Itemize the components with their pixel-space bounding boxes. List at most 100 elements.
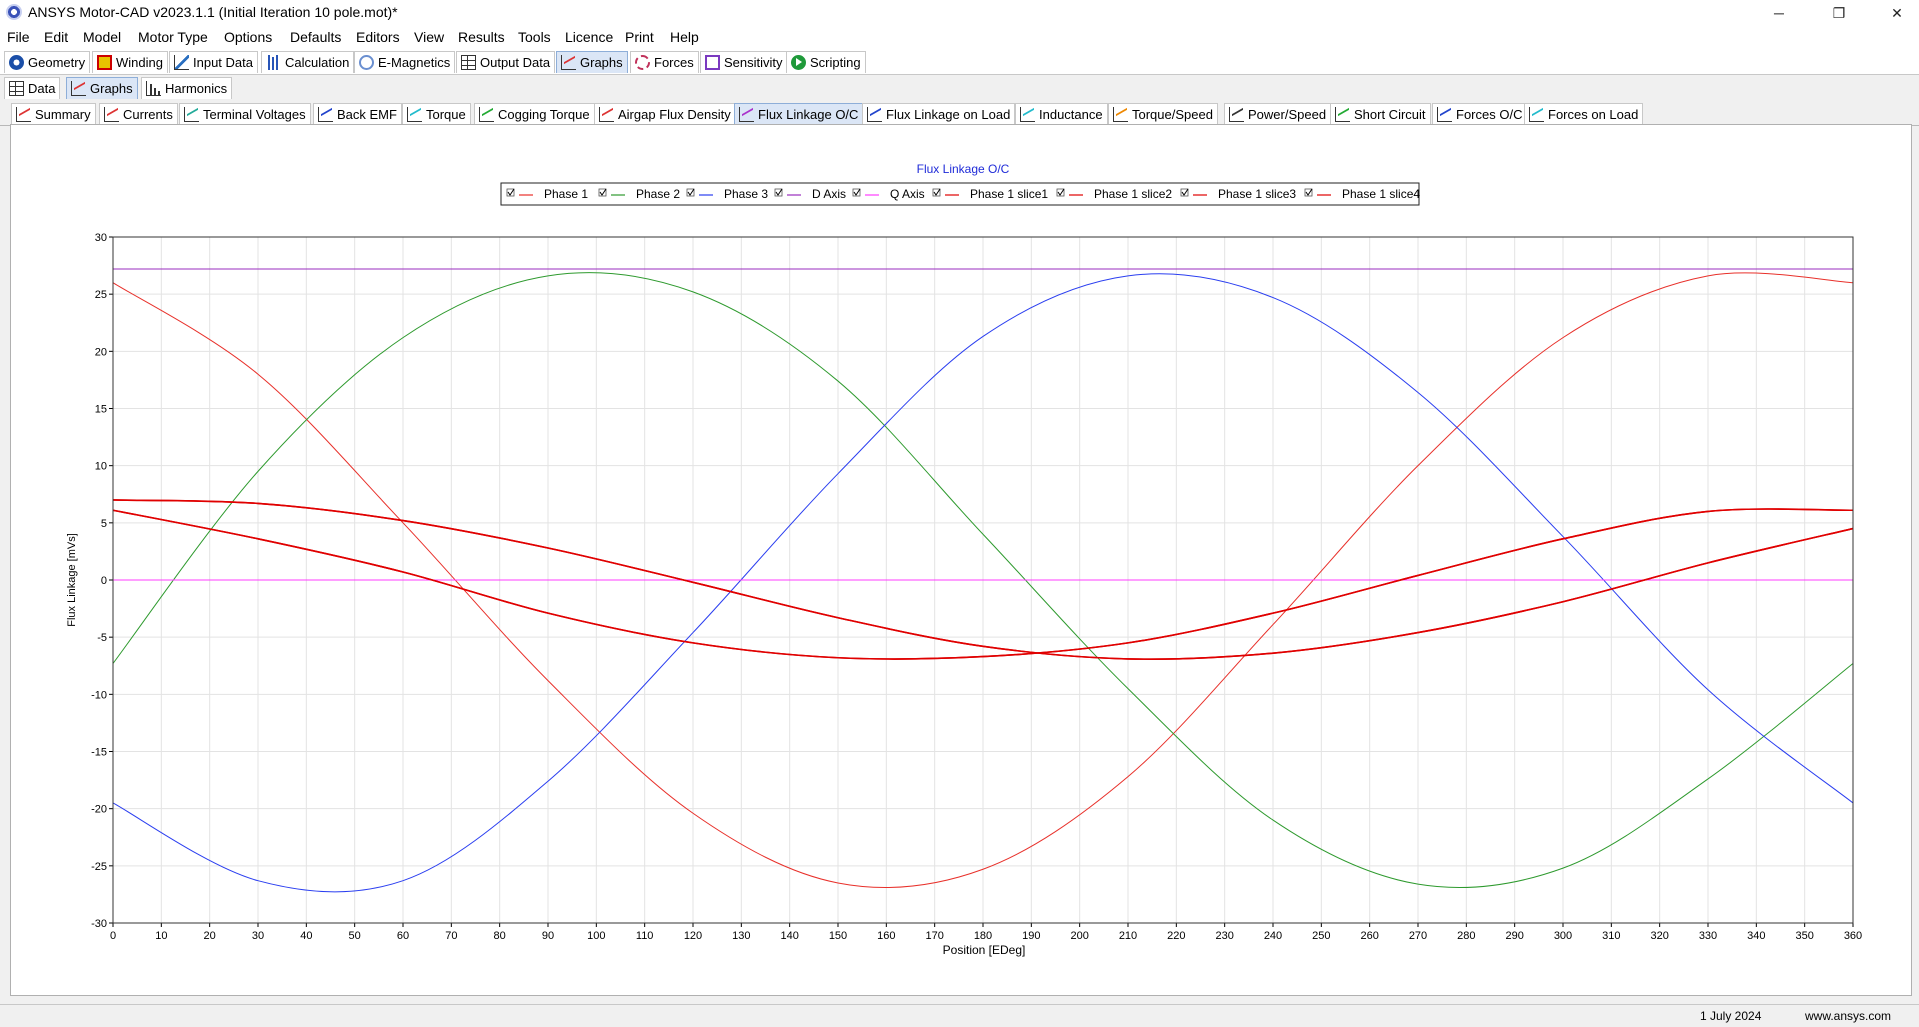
x-tick-label: 200: [1070, 930, 1088, 942]
legend-label: Phase 1 slice1: [970, 187, 1048, 201]
x-tick-label: 20: [204, 930, 216, 942]
x-tick-label: 310: [1602, 930, 1620, 942]
graph-tab-forces-oc[interactable]: Forces O/C: [1432, 103, 1528, 125]
close-button[interactable]: ✕: [1891, 5, 1903, 21]
line-chart-icon: [1335, 107, 1350, 122]
graph-tab-currents[interactable]: Currents: [99, 103, 178, 125]
legend-checkbox: [598, 188, 607, 197]
subtab-data[interactable]: Data: [4, 77, 61, 99]
tab-forces[interactable]: Forces: [630, 51, 699, 73]
x-tick-label: 170: [925, 930, 943, 942]
tab-sensitivity[interactable]: Sensitivity: [700, 51, 788, 73]
menu-motor-type[interactable]: Motor Type: [138, 29, 208, 45]
graphs-icon: [71, 81, 86, 96]
x-tick-label: 110: [636, 930, 654, 942]
legend-check-icon: [1181, 188, 1189, 196]
graph-tab-torque-speed[interactable]: Torque/Speed: [1108, 103, 1218, 125]
graph-tab-inductance[interactable]: Inductance: [1015, 103, 1108, 125]
tab-scripting[interactable]: Scripting: [786, 51, 866, 73]
tab-label: Forces on Load: [1548, 107, 1639, 122]
graphs-icon: [561, 55, 576, 70]
line-chart-icon: [184, 107, 199, 122]
legend-checkbox: [1304, 188, 1313, 197]
x-tick-label: 120: [684, 930, 702, 942]
x-tick-label: 50: [349, 930, 361, 942]
line-chart-icon: [407, 107, 422, 122]
flux-linkage-chart[interactable]: 0 10 20 30 40 50 60 70 80 90 100 110 120 130 140 150 160…: [0, 0, 1919, 1000]
subtab-harmonics[interactable]: Harmonics: [141, 77, 233, 99]
menu-help[interactable]: Help: [670, 29, 699, 45]
legend-checkbox: [686, 188, 695, 197]
tab-label: Forces: [654, 55, 694, 70]
tab-output-data[interactable]: Output Data: [456, 51, 556, 73]
graph-tab-flux-linkage-oc[interactable]: Flux Linkage O/C: [734, 103, 864, 125]
graph-tab-torque[interactable]: Torque: [402, 103, 471, 125]
x-tick-label: 40: [300, 930, 312, 942]
legend-checkbox: [506, 188, 515, 197]
graph-tab-power-speed[interactable]: Power/Speed: [1224, 103, 1332, 125]
legend-checkbox: [932, 188, 941, 197]
tab-label: Summary: [35, 107, 91, 122]
graph-tab-short-circuit[interactable]: Short Circuit: [1330, 103, 1431, 125]
graph-tab-back-emf[interactable]: Back EMF: [313, 103, 402, 125]
x-tick-label: 130: [732, 930, 750, 942]
main-tab-bar: Geometry Winding Input Data Calculation …: [0, 48, 1919, 75]
x-tick-label: 90: [542, 930, 554, 942]
graph-tab-forces-on-load[interactable]: Forces on Load: [1524, 103, 1644, 125]
tab-label: Cogging Torque: [498, 107, 590, 122]
legend-item: Phase 1 slice1: [932, 187, 1048, 201]
menu-view[interactable]: View: [414, 29, 445, 45]
line-chart-icon: [1437, 107, 1452, 122]
menu-tools[interactable]: Tools: [518, 29, 551, 45]
tab-label: Harmonics: [165, 81, 228, 96]
chart-title: Flux Linkage O/C: [917, 162, 1010, 176]
graphs-sub-tab-bar: Data Graphs Harmonics: [0, 74, 1919, 100]
x-tick-label: 180: [974, 930, 992, 942]
legend-check-icon: [1305, 188, 1313, 196]
forces-icon: [635, 55, 650, 70]
menu-print[interactable]: Print: [625, 29, 654, 45]
menu-file[interactable]: File: [7, 29, 30, 45]
graph-tab-summary[interactable]: Summary: [11, 103, 96, 125]
tab-geometry[interactable]: Geometry: [4, 51, 91, 73]
tab-label: Geometry: [28, 55, 86, 70]
legend-checkbox: [1180, 188, 1189, 197]
line-chart-icon: [1529, 107, 1544, 122]
subtab-graphs[interactable]: Graphs: [66, 77, 138, 99]
tab-winding[interactable]: Winding: [92, 51, 168, 73]
menu-options[interactable]: Options: [224, 29, 273, 45]
legend-checkbox: [1056, 188, 1065, 197]
legend-check-icon: [1057, 188, 1065, 196]
graph-tab-terminal-voltages[interactable]: Terminal Voltages: [179, 103, 311, 125]
sensitivity-icon: [705, 55, 720, 70]
legend-box: [500, 182, 1420, 206]
x-tick-label: 240: [1264, 930, 1282, 942]
plot-frame: [112, 236, 1854, 924]
title-bar: ANSYS Motor-CAD v2023.1.1 (Initial Itera…: [0, 0, 1919, 26]
legend-check-icon: [853, 188, 861, 196]
line-chart-icon: [739, 107, 754, 122]
tab-label: Graphs: [90, 81, 133, 96]
menu-edit[interactable]: Edit: [44, 29, 69, 45]
tab-graphs[interactable]: Graphs: [556, 51, 628, 73]
tab-label: E-Magnetics: [378, 55, 451, 70]
tab-e-magnetics[interactable]: E-Magnetics: [354, 51, 456, 73]
output-data-icon: [461, 55, 476, 70]
tab-label: Output Data: [480, 55, 551, 70]
menu-model[interactable]: Model: [83, 29, 122, 45]
x-tick-label: 0: [110, 930, 116, 942]
menu-licence[interactable]: Licence: [565, 29, 614, 45]
minimize-button[interactable]: ─: [1774, 5, 1784, 21]
tab-calculation[interactable]: Calculation: [261, 51, 355, 73]
tab-label: Input Data: [193, 55, 253, 70]
tab-label: Torque: [426, 107, 466, 122]
menu-editors[interactable]: Editors: [356, 29, 400, 45]
menu-results[interactable]: Results: [458, 29, 505, 45]
line-chart-icon: [1113, 107, 1128, 122]
graph-tab-flux-linkage-on-load[interactable]: Flux Linkage on Load: [862, 103, 1016, 125]
tab-input-data[interactable]: Input Data: [169, 51, 258, 73]
menu-bar: File Edit Model Motor Type Options Defau…: [0, 26, 1919, 48]
restore-button[interactable]: ❐: [1832, 5, 1846, 21]
menu-defaults[interactable]: Defaults: [290, 29, 342, 45]
x-tick-label: 70: [445, 930, 457, 942]
